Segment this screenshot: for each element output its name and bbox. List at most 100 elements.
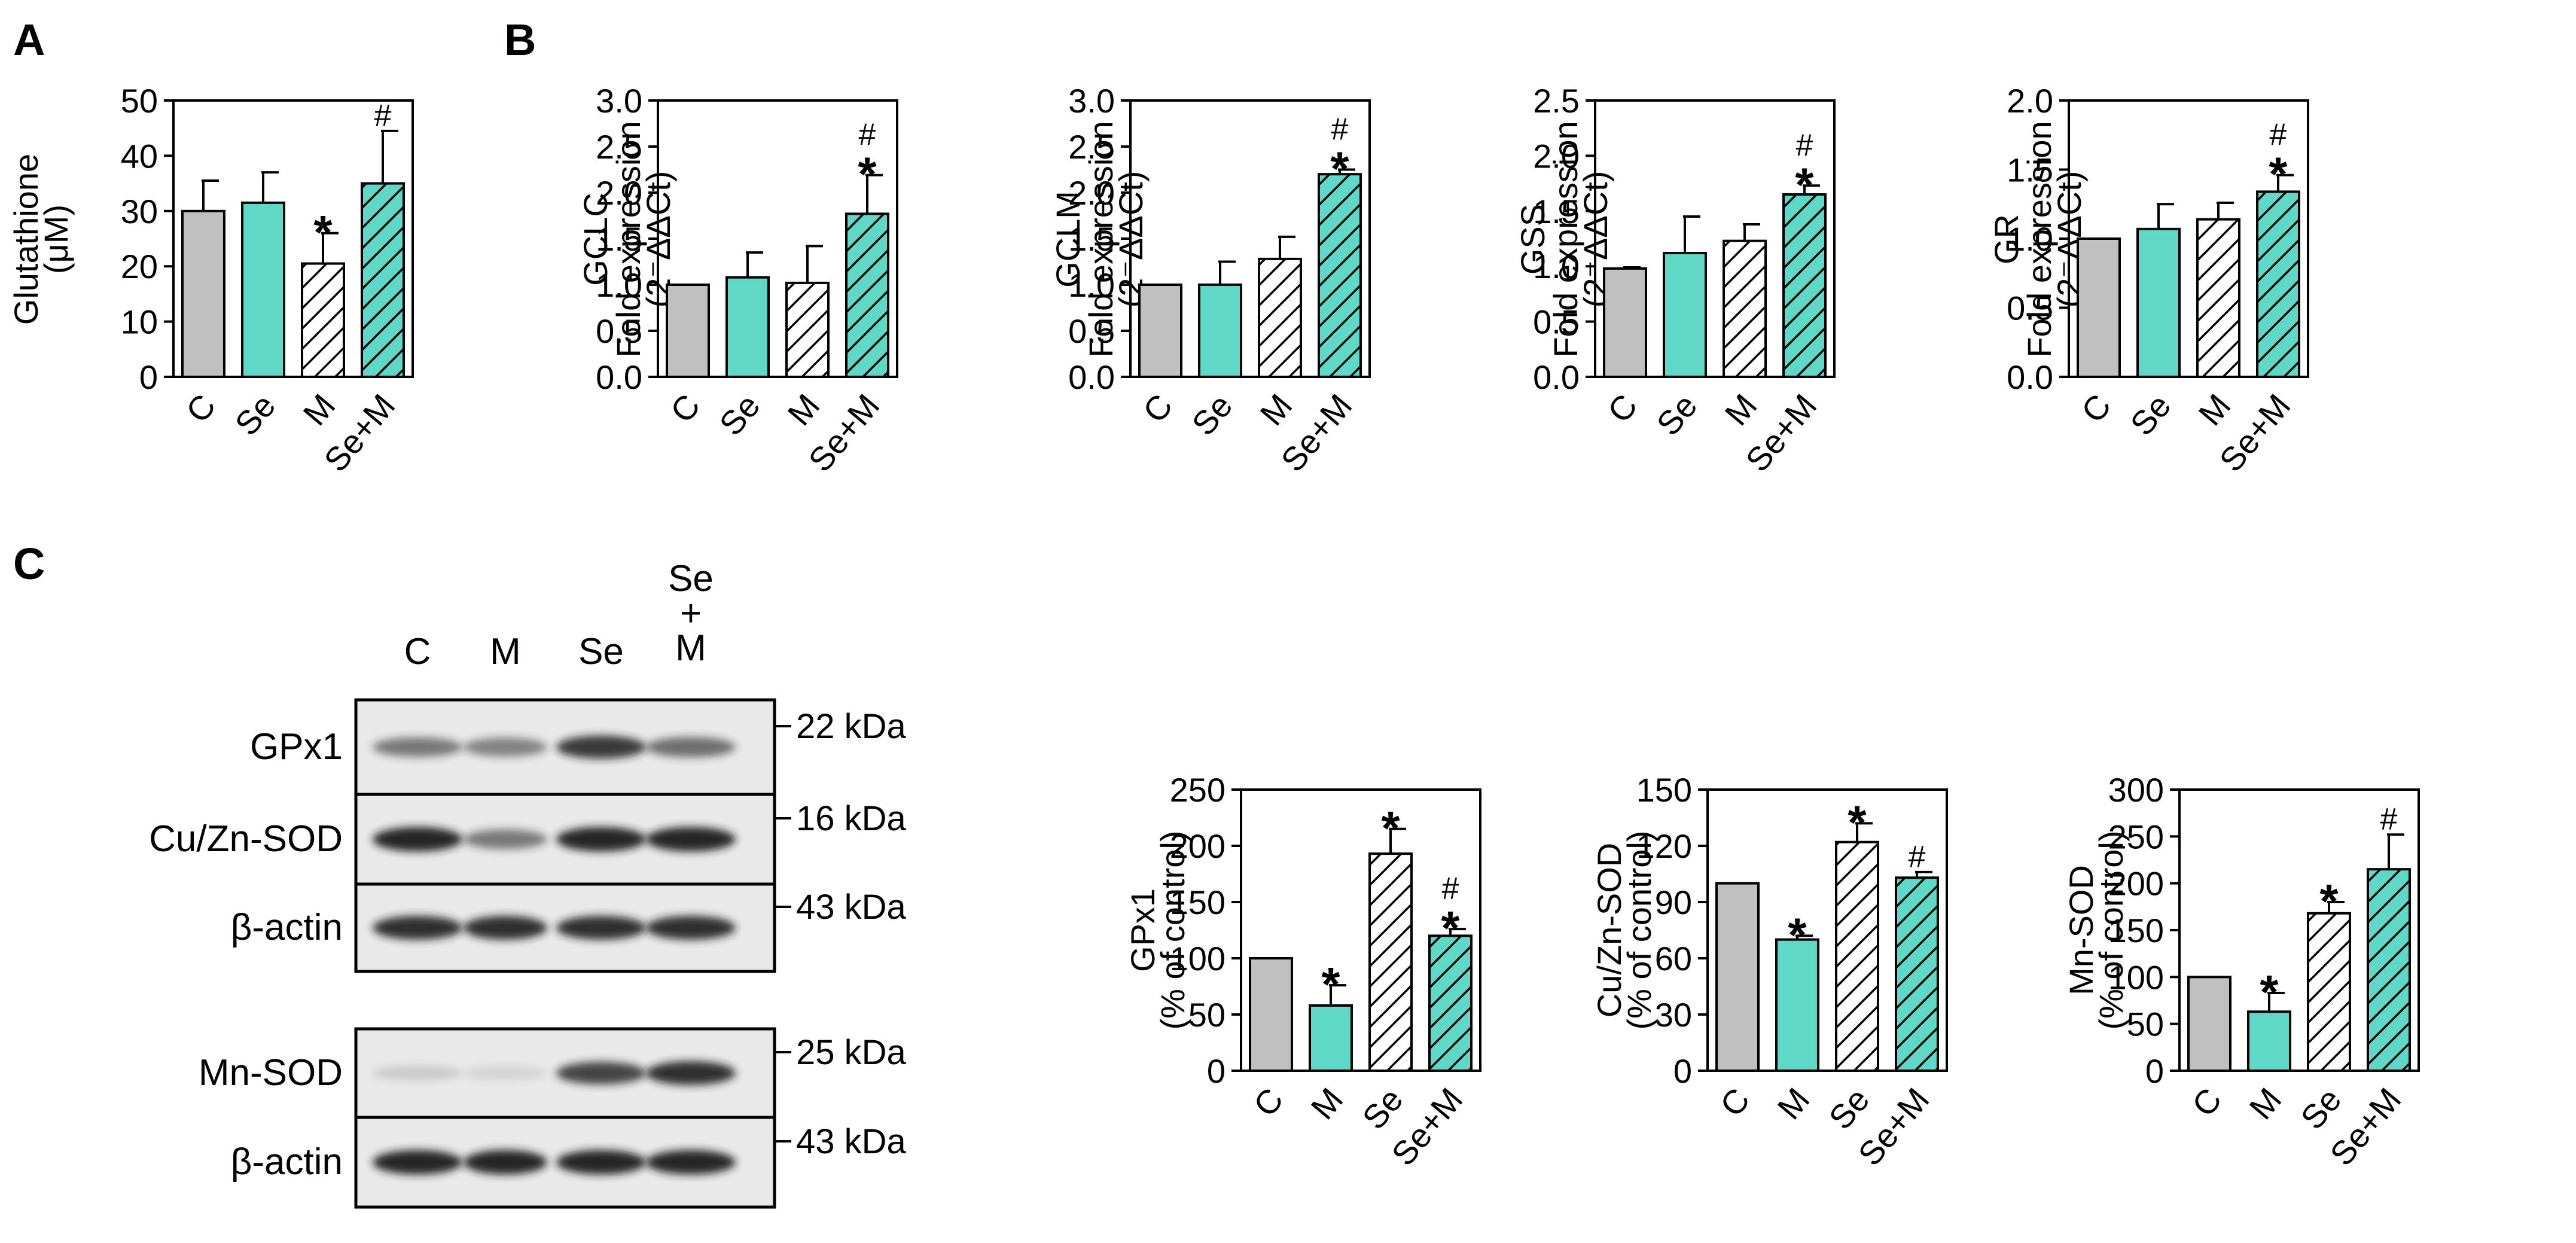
y-tick-label: 0.5 bbox=[596, 312, 642, 350]
y-tick-label: 0.0 bbox=[596, 358, 642, 396]
significance-star: * bbox=[1848, 796, 1867, 849]
y-tick-label: 40 bbox=[121, 137, 158, 175]
y-tick-label: 0.5 bbox=[1068, 312, 1115, 350]
chart-mnsod_quant: 0 50 100 150 200 250 300 Mn-SOD(% of control) C *… bbox=[2062, 771, 2420, 1172]
y-tick-label: 2.5 bbox=[1533, 82, 1580, 120]
y-tick-label: 1.0 bbox=[1533, 248, 1580, 285]
band bbox=[464, 738, 547, 757]
blot-row-3: Mn-SOD 25 kDa bbox=[199, 1027, 907, 1119]
band bbox=[464, 1150, 547, 1175]
bar-Se bbox=[1835, 840, 1879, 1072]
y-axis-label: Fold expression bbox=[609, 121, 647, 357]
x-tick-label: C bbox=[1135, 387, 1179, 429]
x-tick-label: M bbox=[1717, 387, 1764, 432]
bar-Se+M bbox=[2367, 868, 2411, 1072]
y-tick-label: 150 bbox=[1170, 883, 1225, 921]
y-tick-label: 1.0 bbox=[596, 266, 642, 304]
x-tick-label: M bbox=[1252, 387, 1299, 432]
lane-label: + bbox=[680, 593, 702, 634]
y-axis-label: GCLM bbox=[1049, 191, 1087, 288]
size-label: 43 kDa bbox=[796, 1122, 907, 1161]
y-axis-label: GSS bbox=[1514, 204, 1551, 275]
size-label: 16 kDa bbox=[796, 799, 907, 838]
y-axis-label: (% of control) bbox=[2092, 831, 2130, 1030]
significance-star: * bbox=[2260, 965, 2279, 1019]
x-tick-label: C bbox=[2184, 1081, 2229, 1123]
y-tick-label: 0.0 bbox=[1068, 358, 1115, 396]
bar-C bbox=[1138, 284, 1182, 378]
bar-M bbox=[1258, 257, 1302, 378]
band bbox=[373, 737, 462, 757]
y-axis-label: GR bbox=[1987, 214, 2025, 264]
lane-label: C bbox=[404, 631, 431, 672]
x-tick-label: C bbox=[2074, 387, 2118, 429]
band bbox=[373, 1065, 462, 1081]
x-tick-label: C bbox=[178, 387, 222, 429]
panel-label-a: A bbox=[13, 15, 45, 65]
significance-star: * bbox=[313, 206, 333, 259]
x-tick-label: Se bbox=[712, 387, 767, 443]
blot-row-1: Cu/Zn-SOD 16 kDa bbox=[149, 793, 907, 886]
bar-C bbox=[2077, 237, 2121, 378]
y-tick-label: 90 bbox=[1655, 883, 1692, 921]
bar-C bbox=[2187, 976, 2231, 1073]
band bbox=[646, 1061, 736, 1085]
bar-Se bbox=[725, 276, 770, 378]
band bbox=[373, 1150, 462, 1175]
x-tick-label: M bbox=[780, 387, 827, 432]
bar-M bbox=[2196, 218, 2240, 378]
y-tick-label: 120 bbox=[1636, 827, 1692, 865]
x-tick-label: M bbox=[2191, 387, 2237, 432]
band bbox=[556, 1150, 646, 1175]
x-tick-label: Se bbox=[1649, 387, 1704, 443]
bar-C bbox=[1249, 957, 1293, 1072]
y-axis-label: Fold expression bbox=[2020, 121, 2058, 357]
bar-C bbox=[181, 209, 225, 378]
significance-star: * bbox=[1788, 908, 1807, 961]
band bbox=[556, 1062, 646, 1084]
y-tick-label: 2.0 bbox=[2007, 82, 2053, 120]
blot-row-2: β-actin 43 kDa bbox=[231, 882, 907, 973]
bar-C bbox=[666, 284, 710, 378]
bar-M bbox=[2247, 1010, 2291, 1073]
significance-star: * bbox=[1795, 158, 1814, 211]
significance-star: * bbox=[1381, 802, 1400, 855]
y-tick-label: 2.5 bbox=[1068, 128, 1115, 166]
x-tick-label: M bbox=[2242, 1081, 2288, 1126]
y-tick-label: 20 bbox=[121, 248, 158, 285]
y-axis-label: Cu/Zn-SOD bbox=[1590, 843, 1628, 1018]
x-tick-label: M bbox=[295, 387, 342, 432]
y-axis-label: (% of control) bbox=[1154, 831, 1191, 1030]
significance-hash: # bbox=[374, 99, 392, 133]
bar-Se+M bbox=[845, 212, 889, 378]
y-tick-label: 10 bbox=[121, 303, 158, 341]
significance-hash: # bbox=[1909, 840, 1926, 875]
bar-Se bbox=[2307, 912, 2351, 1073]
x-tick-label: C bbox=[1712, 1081, 1757, 1123]
y-tick-label: 0 bbox=[1673, 1052, 1692, 1090]
panel-label-c: C bbox=[13, 539, 45, 589]
y-tick-label: 0.5 bbox=[1533, 303, 1580, 341]
x-tick-label: Se bbox=[1184, 387, 1239, 443]
y-tick-label: 0 bbox=[1207, 1052, 1225, 1090]
y-tick-label: 100 bbox=[2108, 958, 2164, 996]
y-tick-label: 200 bbox=[1170, 827, 1225, 865]
band bbox=[646, 827, 736, 852]
y-tick-label: 0.0 bbox=[1533, 358, 1580, 396]
y-axis-label: GCLC bbox=[577, 193, 614, 286]
x-tick-label: M bbox=[1770, 1081, 1816, 1126]
panel-label-b: B bbox=[504, 15, 536, 65]
y-axis-label: Fold expression bbox=[1082, 121, 1120, 357]
bar-Se bbox=[1198, 284, 1242, 378]
bar-Se bbox=[241, 201, 285, 378]
band bbox=[646, 737, 736, 757]
band bbox=[464, 916, 547, 940]
y-tick-label: 250 bbox=[2108, 818, 2164, 855]
bar-Se+M bbox=[1895, 876, 1939, 1073]
